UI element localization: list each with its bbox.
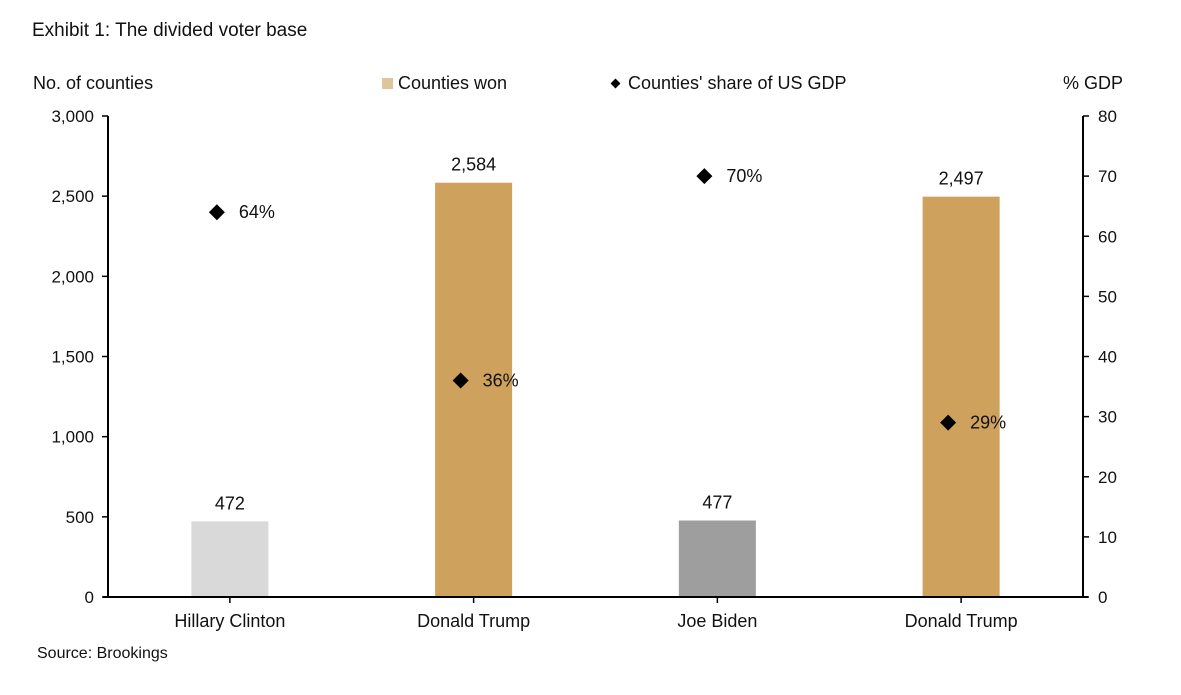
left-tick-label-1: 500 <box>66 508 94 527</box>
legend-swatch-bar <box>382 78 393 89</box>
gdp-value-label-1: 36% <box>483 371 519 391</box>
right-tick-label-6: 60 <box>1098 227 1117 246</box>
bar-0 <box>191 521 269 597</box>
x-tick-label-2: Joe Biden <box>677 611 757 631</box>
x-tick-label-3: Donald Trump <box>905 611 1018 631</box>
x-tick-label-1: Donald Trump <box>417 611 530 631</box>
gdp-marker-2 <box>696 168 713 185</box>
left-tick-label-3: 1,500 <box>51 348 94 367</box>
left-tick-label-4: 2,000 <box>51 267 94 286</box>
bar-value-label-1: 2,584 <box>451 155 496 175</box>
right-tick-label-4: 40 <box>1098 348 1117 367</box>
gdp-value-label-2: 70% <box>726 166 762 186</box>
right-axis-title: % GDP <box>1063 73 1124 93</box>
right-tick-label-5: 50 <box>1098 287 1117 306</box>
bar-value-label-2: 477 <box>702 493 732 513</box>
gdp-marker-0 <box>208 204 225 221</box>
chart-title: Exhibit 1: The divided voter base <box>32 20 308 41</box>
gdp-marker-3 <box>940 414 957 431</box>
left-axis-title: No. of counties <box>33 73 154 93</box>
bar-value-label-0: 472 <box>215 493 245 513</box>
bar-1 <box>435 182 513 597</box>
right-tick-label-7: 70 <box>1098 167 1117 186</box>
right-tick-label-8: 80 <box>1098 107 1117 126</box>
gdp-value-label-3: 29% <box>970 413 1006 433</box>
gdp-marker-1 <box>452 372 469 389</box>
bar-value-label-3: 2,497 <box>939 169 984 189</box>
left-tick-label-2: 1,000 <box>51 428 94 447</box>
source-note: Source: Brookings <box>37 645 168 662</box>
bar-3 <box>922 196 1000 598</box>
gdp-value-label-0: 64% <box>239 202 275 222</box>
legend-label-counties-won: Counties won <box>398 73 508 93</box>
bar-2 <box>678 520 756 597</box>
right-tick-label-0: 0 <box>1098 588 1107 607</box>
right-tick-label-1: 10 <box>1098 528 1117 547</box>
right-tick-label-3: 30 <box>1098 408 1117 427</box>
left-tick-label-0: 0 <box>85 588 94 607</box>
legend-label-gdp-share: Counties' share of US GDP <box>628 73 847 93</box>
x-tick-label-0: Hillary Clinton <box>174 611 285 631</box>
legend-item-counties-won: Counties won <box>382 73 507 94</box>
left-tick-label-5: 2,500 <box>51 187 94 206</box>
legend-item-gdp-share: Counties' share of US GDP <box>609 73 847 94</box>
left-tick-label-6: 3,000 <box>51 107 94 126</box>
right-tick-label-2: 20 <box>1098 468 1117 487</box>
